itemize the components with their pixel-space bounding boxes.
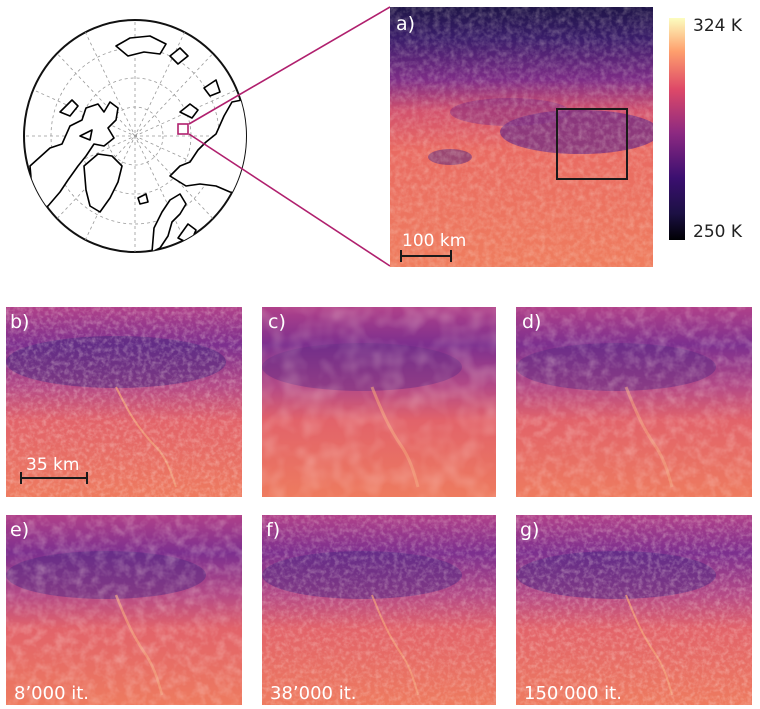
panel-d-thermal-map: d) (516, 307, 752, 497)
panel-e-label: e) (10, 519, 30, 541)
panel-a-scale-text: 100 km (402, 231, 467, 251)
colorbar (669, 18, 685, 240)
panel-a-label: a) (396, 13, 416, 35)
panel-a-thermal-map: a) 100 km (390, 7, 653, 267)
panel-b-scale-bar (20, 477, 88, 479)
panel-a-scale-bar (400, 255, 452, 257)
polar-globe (20, 16, 250, 256)
colorbar-min-label: 250 K (693, 222, 742, 242)
panel-g-label: g) (520, 519, 540, 541)
panel-b-scale-text: 35 km (26, 455, 80, 475)
panel-c-thermal-map: c) (262, 307, 496, 497)
colorbar-max-label: 324 K (693, 16, 742, 36)
panel-f-thermal-map: f) 38’000 it. (262, 515, 496, 705)
panel-e-iterations: 8’000 it. (14, 683, 90, 704)
panel-b-label: b) (10, 311, 30, 333)
panel-e-thermal-map: e) 8’000 it. (6, 515, 242, 705)
panel-c-label: c) (268, 311, 286, 333)
panel-f-label: f) (266, 519, 281, 541)
panel-f-iterations: 38’000 it. (270, 683, 357, 704)
panel-b-thermal-map: b) 35 km (6, 307, 242, 497)
panel-d-label: d) (522, 311, 542, 333)
panel-g-iterations: 150’000 it. (524, 683, 622, 704)
panel-g-thermal-map: g) 150’000 it. (516, 515, 752, 705)
